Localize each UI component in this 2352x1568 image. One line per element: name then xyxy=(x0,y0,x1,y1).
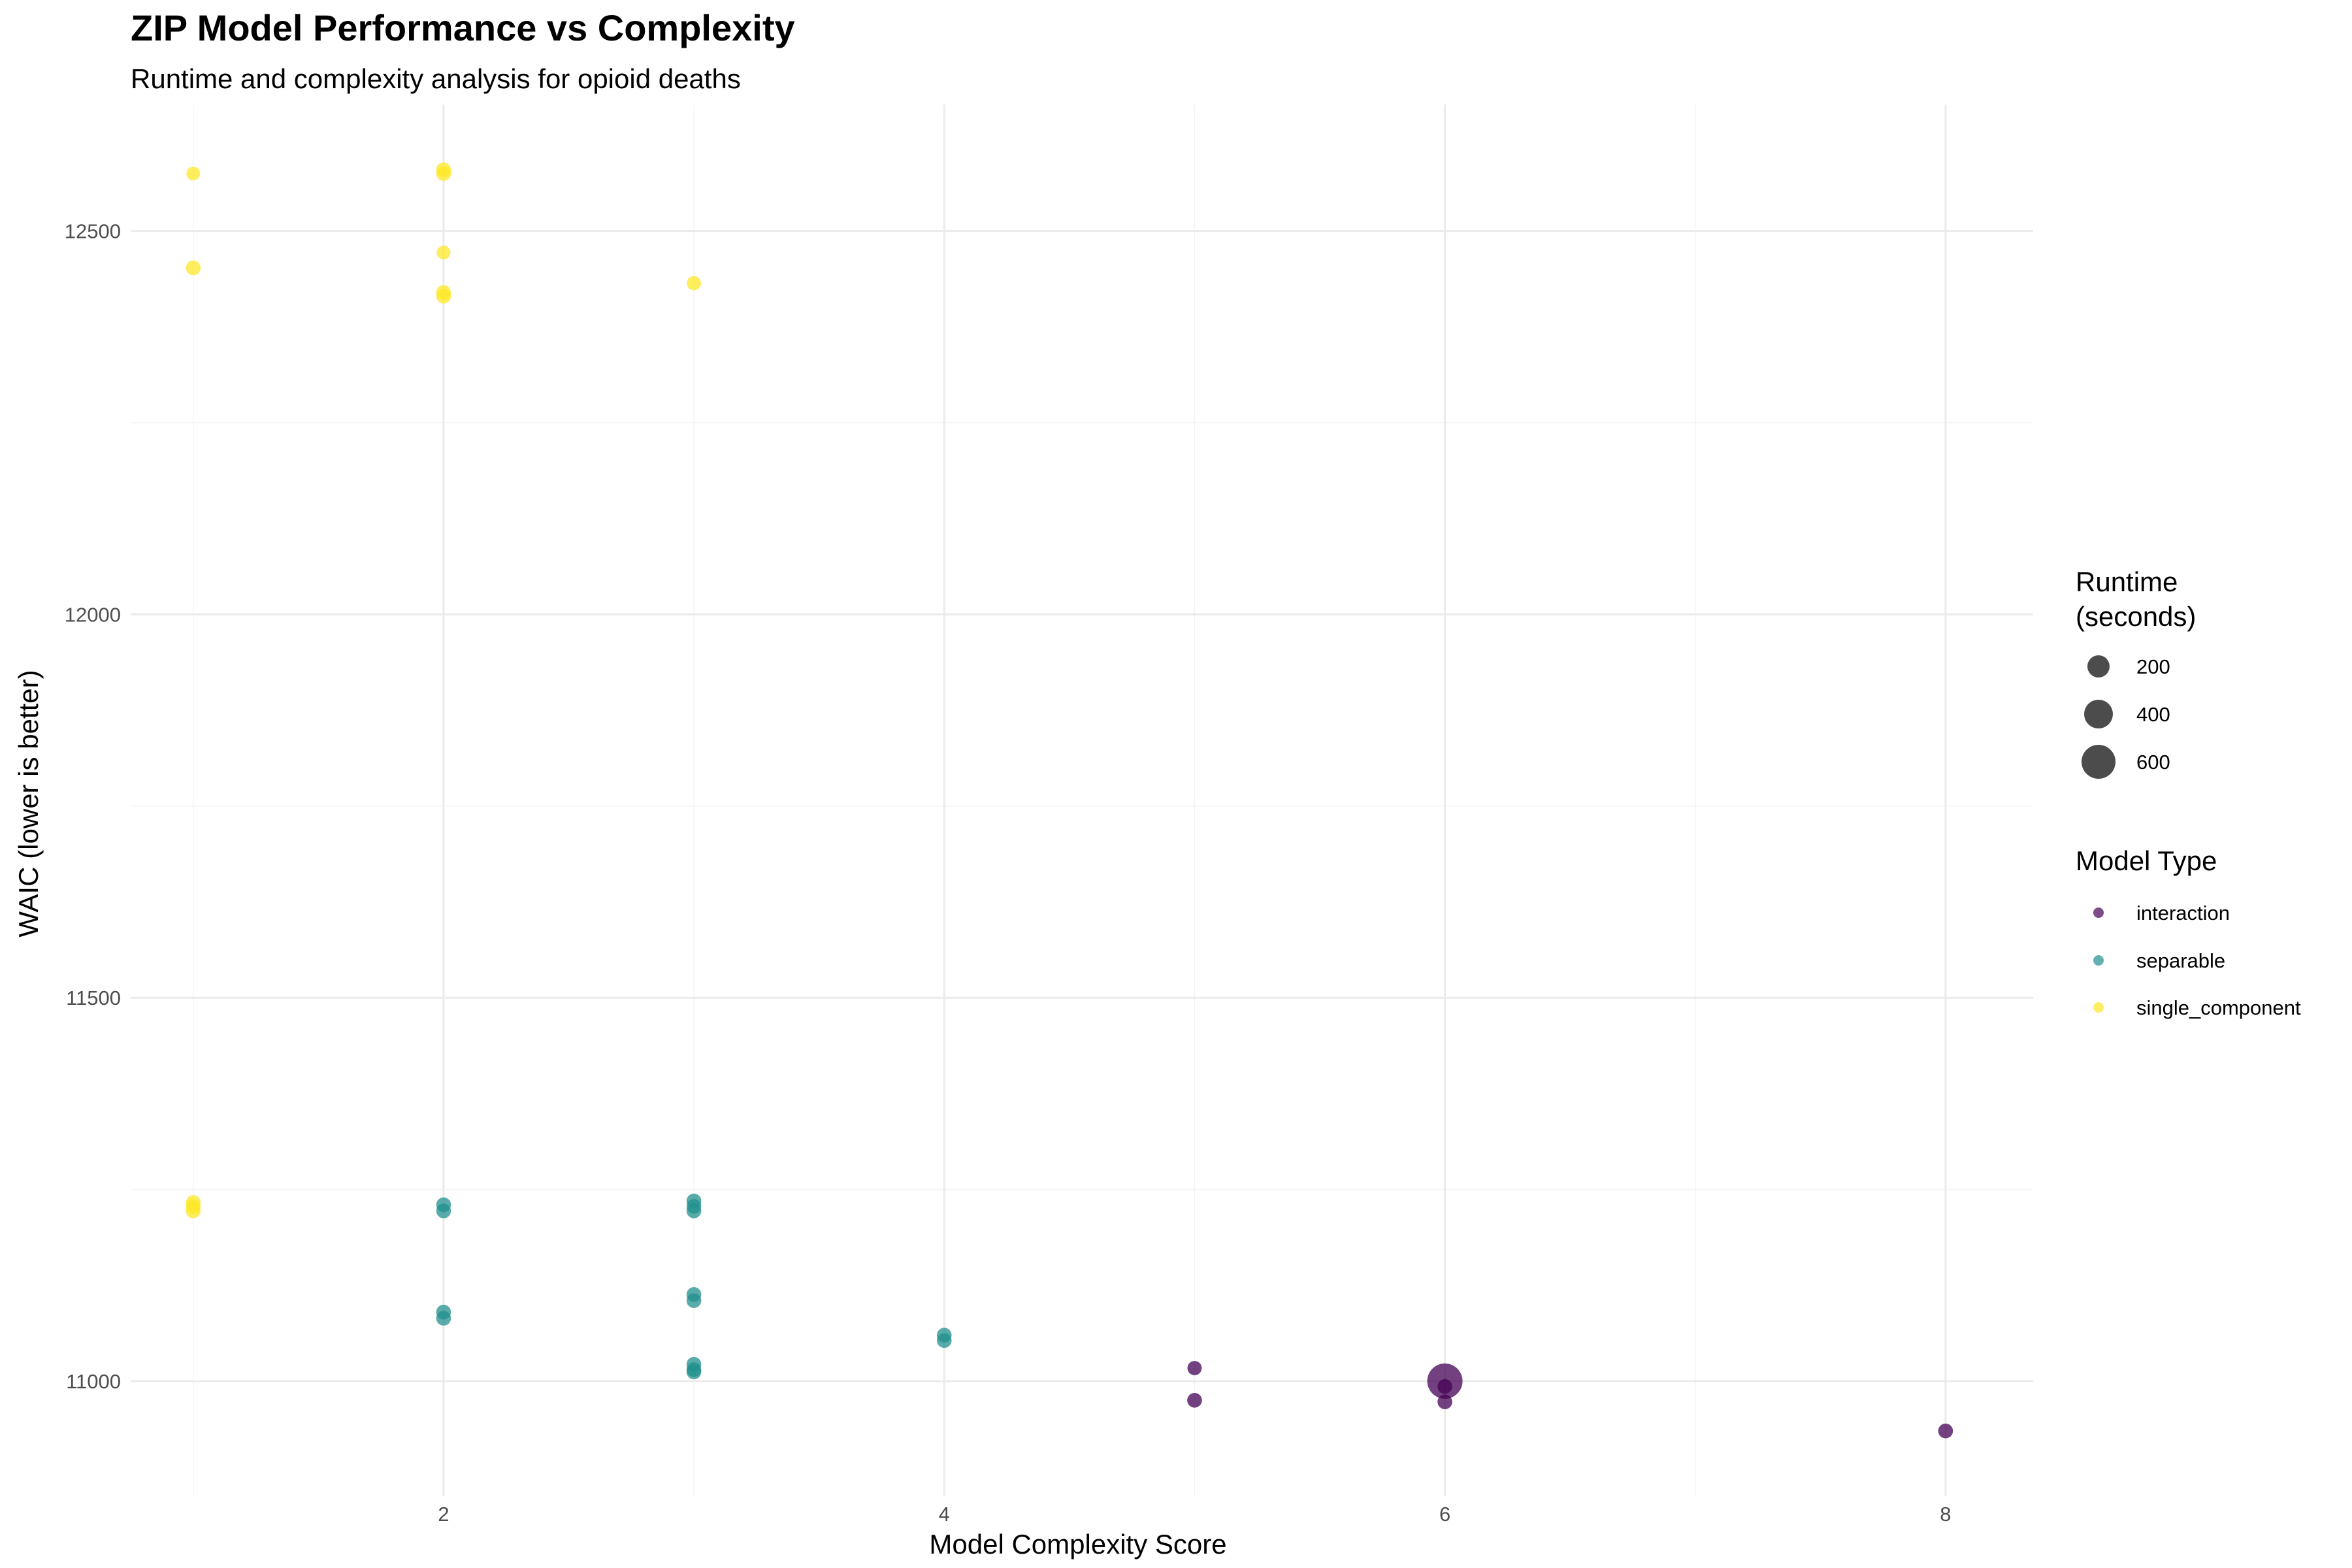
point-interaction xyxy=(1938,1423,1953,1439)
size-legend-key-400 xyxy=(2084,700,2113,728)
point-interaction xyxy=(1187,1393,1202,1408)
data-points xyxy=(186,162,1953,1439)
point-separable xyxy=(686,1203,702,1218)
point-interaction xyxy=(1187,1361,1202,1375)
point-separable xyxy=(936,1333,952,1348)
size-legend-label-200: 200 xyxy=(2136,655,2170,678)
point-single-component xyxy=(436,166,451,181)
point-single-component xyxy=(186,167,201,181)
color-legend-key-interaction xyxy=(2093,907,2104,918)
point-separable xyxy=(436,1203,451,1218)
point-single-component xyxy=(436,245,451,260)
point-separable xyxy=(436,1311,451,1326)
point-interaction xyxy=(1437,1394,1452,1409)
point-single-component xyxy=(186,1203,201,1218)
point-single-component xyxy=(436,289,451,304)
size-legend-key-200 xyxy=(2087,655,2110,678)
point-single-component xyxy=(687,276,702,291)
chart-subtitle: Runtime and complexity analysis for opio… xyxy=(131,63,741,94)
size-legend-key-600 xyxy=(2082,745,2115,779)
y-tick-label: 12500 xyxy=(65,220,121,243)
point-separable xyxy=(686,1293,702,1309)
y-tick-label: 12000 xyxy=(65,603,121,626)
y-tick-label: 11500 xyxy=(66,987,121,1009)
x-tick-label: 2 xyxy=(438,1503,449,1526)
size-legend-title-line1: Runtime xyxy=(2076,566,2178,597)
grid xyxy=(131,105,2033,1496)
y-tick-label: 11000 xyxy=(66,1370,121,1393)
point-separable xyxy=(686,1364,702,1380)
size-legend-title: Runtime (seconds) xyxy=(2076,566,2196,632)
runtime-size-legend: Runtime (seconds) 200 400 600 xyxy=(2076,566,2196,779)
color-legend-label-interaction: interaction xyxy=(2136,902,2230,924)
color-legend-key-single-component xyxy=(2093,1002,2104,1013)
y-axis-label: WAIC (lower is better) xyxy=(13,670,44,937)
color-legend-title: Model Type xyxy=(2076,845,2217,876)
x-axis-label: Model Complexity Score xyxy=(929,1529,1226,1560)
chart-title: ZIP Model Performance vs Complexity xyxy=(131,7,795,48)
y-axis-ticks: 11000 11500 12000 12500 xyxy=(65,220,121,1393)
model-type-color-legend: Model Type interaction separable single_… xyxy=(2076,845,2301,1019)
size-legend-title-line2: (seconds) xyxy=(2076,601,2196,632)
color-legend-label-single-component: single_component xyxy=(2136,996,2301,1019)
color-legend-key-separable xyxy=(2093,955,2104,966)
x-tick-label: 4 xyxy=(939,1503,950,1526)
x-tick-label: 6 xyxy=(1439,1503,1450,1526)
size-legend-label-600: 600 xyxy=(2136,751,2170,774)
point-single-component xyxy=(186,260,201,276)
x-tick-label: 8 xyxy=(1940,1503,1951,1526)
size-legend-label-400: 400 xyxy=(2136,703,2170,726)
color-legend-label-separable: separable xyxy=(2136,949,2225,972)
point-interaction xyxy=(1437,1379,1452,1394)
x-axis-ticks: 2 4 6 8 xyxy=(438,1503,1951,1526)
